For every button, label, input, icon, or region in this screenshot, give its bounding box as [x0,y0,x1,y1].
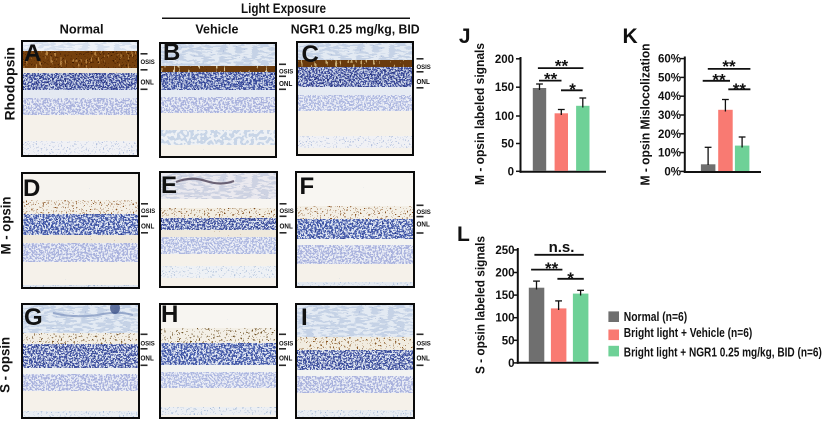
svg-text:**: ** [544,69,558,88]
svg-text:Normal: Normal [60,22,104,37]
svg-text:Normal (n=6): Normal (n=6) [624,309,687,324]
svg-text:100: 100 [495,313,514,325]
svg-text:10%: 10% [658,148,681,160]
svg-text:**: ** [555,57,569,76]
svg-text:M - opsin Mislocolization: M - opsin Mislocolization [639,44,653,186]
svg-text:n.s.: n.s. [549,239,575,256]
svg-text:50: 50 [502,335,515,347]
svg-text:Bright light + NGR1 0.25 mg/kg: Bright light + NGR1 0.25 mg/kg, BID (n=6… [624,344,822,359]
svg-text:*: * [569,80,576,99]
svg-text:ONL: ONL [141,222,155,231]
svg-text:150: 150 [495,290,514,302]
svg-text:L: L [457,223,470,246]
svg-text:ONL: ONL [417,220,431,229]
svg-text:Light Exposure: Light Exposure [241,1,326,16]
svg-text:OSIS: OSIS [141,340,156,347]
svg-text:**: ** [733,80,747,99]
svg-text:M - opsin: M - opsin [0,197,13,255]
svg-text:200: 200 [495,268,514,280]
svg-text:200: 200 [495,54,514,66]
svg-text:ONL: ONL [141,354,155,363]
svg-text:**: ** [545,259,559,278]
svg-text:OSIS: OSIS [417,209,432,216]
svg-text:30%: 30% [658,110,681,122]
svg-text:150: 150 [495,82,514,94]
svg-text:E: E [161,172,177,199]
svg-text:0: 0 [508,166,514,178]
svg-text:OSIS: OSIS [141,208,156,215]
svg-text:G: G [24,304,43,331]
svg-text:40%: 40% [658,91,681,103]
svg-text:OSIS: OSIS [279,340,294,347]
svg-text:50%: 50% [658,72,681,84]
svg-text:OSIS: OSIS [279,68,294,75]
svg-text:20%: 20% [658,129,681,141]
svg-text:Bright light + Vehicle (n=6): Bright light + Vehicle (n=6) [624,325,753,340]
svg-text:J: J [459,25,471,48]
svg-text:60%: 60% [658,54,681,66]
svg-text:ONL: ONL [417,77,431,86]
svg-text:I: I [301,304,308,331]
svg-text:ONL: ONL [141,77,155,86]
svg-text:A: A [24,40,41,67]
svg-text:NGR1 0.25 mg/kg, BID: NGR1 0.25 mg/kg, BID [291,22,420,37]
svg-text:D: D [23,175,40,202]
svg-text:F: F [300,173,315,200]
svg-text:0%: 0% [664,166,681,178]
svg-text:*: * [567,269,574,288]
svg-text:ONL: ONL [280,222,294,231]
svg-text:ONL: ONL [279,79,293,88]
svg-text:OSIS: OSIS [417,64,432,71]
svg-text:S - opsin labeled signals: S - opsin labeled signals [474,236,488,374]
svg-text:250: 250 [495,245,514,257]
svg-text:K: K [623,25,638,48]
svg-text:Vehicle: Vehicle [195,22,238,37]
svg-text:0: 0 [508,358,514,370]
svg-text:ONL: ONL [279,354,293,363]
svg-text:50: 50 [501,139,514,151]
svg-text:100: 100 [495,111,514,123]
svg-text:ONL: ONL [417,354,431,363]
svg-text:**: ** [722,57,736,76]
svg-text:C: C [302,41,319,68]
svg-text:Rhodopsin: Rhodopsin [2,47,18,121]
svg-text:**: ** [712,70,726,89]
svg-text:B: B [163,39,180,66]
svg-text:M - opsin labeled signals: M - opsin labeled signals [473,43,487,185]
svg-text:OSIS: OSIS [417,340,432,347]
svg-text:OSIS: OSIS [141,59,156,66]
svg-text:S - opsin: S - opsin [0,337,13,393]
svg-text:OSIS: OSIS [280,208,295,215]
svg-text:H: H [161,301,178,328]
